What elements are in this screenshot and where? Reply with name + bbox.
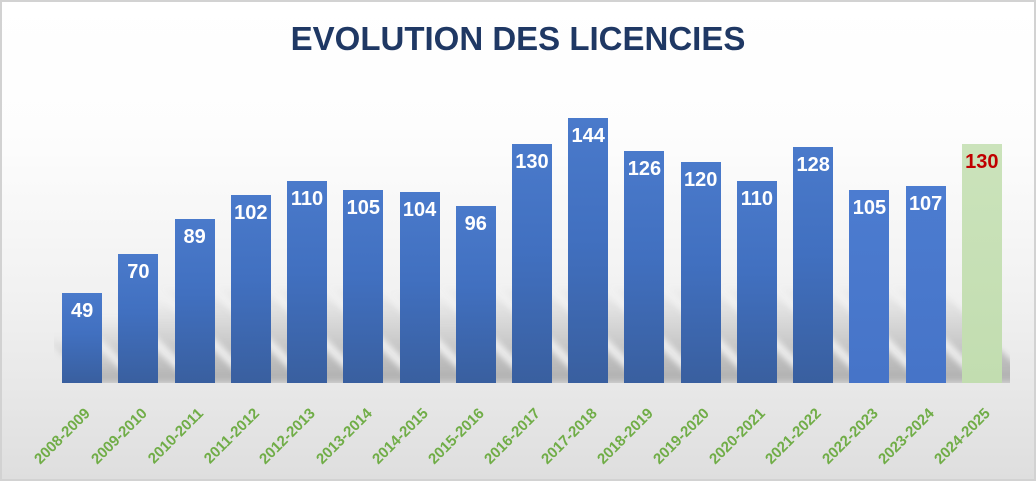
bar-value-label: 120 xyxy=(684,169,718,192)
bar-value-label: 96 xyxy=(464,213,487,236)
x-label-slot: 2016-2017 xyxy=(481,383,560,483)
bar-value-label: 89 xyxy=(183,226,206,249)
bar-value-label: 104 xyxy=(402,198,437,221)
bar-value-label: 102 xyxy=(234,202,268,225)
bar-slot: 102 xyxy=(164,2,303,383)
bar-value-label: 70 xyxy=(127,261,150,284)
x-label-slot: 2022-2023 xyxy=(819,383,897,483)
bar-slot: 96 xyxy=(395,2,528,383)
bar-value-label: 128 xyxy=(796,154,830,177)
x-label-slot: 2013-2014 xyxy=(313,383,391,483)
bar-2008-2009: 49 xyxy=(62,292,103,383)
bar-value-label: 130 xyxy=(965,150,999,173)
bar-value-label: 144 xyxy=(571,125,605,148)
x-label-slot: 2019-2020 xyxy=(650,383,729,483)
bar-2024-2025: 130 xyxy=(961,143,1002,383)
x-label-slot: 2010-2011 xyxy=(144,383,222,483)
x-label-slot: 2018-2019 xyxy=(594,383,672,483)
bar-2012-2013: 110 xyxy=(287,180,328,383)
bar-slot: 105 xyxy=(276,2,416,383)
bar-2017-2018: 144 xyxy=(568,118,609,383)
x-label-slot: 2024-2025 xyxy=(931,383,1010,483)
bar-slot: 130 xyxy=(894,2,1010,383)
x-label-slot: 2008-2009 xyxy=(31,383,110,483)
bar-slot: 128 xyxy=(726,2,866,383)
x-label-slot: 2021-2022 xyxy=(762,383,841,483)
bar-slot: 144 xyxy=(501,2,641,383)
bar-value-label: 110 xyxy=(290,187,324,210)
bar-2011-2012: 102 xyxy=(230,195,271,383)
bar-2009-2010: 70 xyxy=(118,254,159,383)
bar-value-label: 130 xyxy=(515,150,549,173)
bar-slot: 130 xyxy=(444,2,584,383)
bar-2019-2020: 120 xyxy=(680,162,721,383)
bar-2018-2019: 126 xyxy=(624,151,665,383)
bar-2021-2022: 128 xyxy=(793,147,834,383)
plot-area: 49 70 89 102 110 105 104 96 130 144 126 120 110 128 10… xyxy=(54,2,1010,383)
x-label-slot: 2012-2013 xyxy=(256,383,335,483)
bar-2014-2015: 104 xyxy=(399,191,440,383)
bar-slot: 104 xyxy=(332,2,472,383)
x-axis-labels: 2008-2009 2009-2010 2010-2011 2011-2012 2012… xyxy=(31,383,1010,483)
x-label-slot: 2015-2016 xyxy=(425,383,504,483)
bar-value-label: 105 xyxy=(346,196,380,219)
bar-slot: 49 xyxy=(54,2,135,383)
bar-slot: 89 xyxy=(120,2,247,383)
x-label-slot: 2009-2010 xyxy=(88,383,166,483)
bar-slot: 126 xyxy=(557,2,697,383)
bar-slot: 70 xyxy=(81,2,191,383)
bar-slot: 120 xyxy=(613,2,753,383)
bar-2023-2024: 107 xyxy=(905,186,946,383)
x-label-slot: 2014-2015 xyxy=(369,383,447,483)
x-label-slot: 2020-2021 xyxy=(706,383,785,483)
bar-value-label: 105 xyxy=(852,196,887,219)
x-label-slot: 2011-2012 xyxy=(201,383,279,483)
bar-2010-2011: 89 xyxy=(174,219,215,383)
bar-slot: 110 xyxy=(669,2,809,383)
bar-2015-2016: 96 xyxy=(455,206,496,383)
x-label-slot: 2023-2024 xyxy=(875,383,954,483)
x-label-slot: 2017-2018 xyxy=(538,383,616,483)
bar-2020-2021: 110 xyxy=(736,180,777,383)
bar-2016-2017: 130 xyxy=(511,143,552,383)
bar-slot: 105 xyxy=(782,2,922,383)
bar-slot: 107 xyxy=(838,2,978,383)
x-axis-label: 2008-2009 xyxy=(31,405,95,468)
chart-title: EVOLUTION DES LICENCIES xyxy=(290,20,746,57)
bar-value-label: 126 xyxy=(627,158,662,181)
bar-value-label: 107 xyxy=(908,193,943,216)
bar-slot: 110 xyxy=(220,2,360,383)
bar-value-label: 110 xyxy=(740,187,774,210)
bar-2013-2014: 105 xyxy=(343,189,384,383)
bar-value-label: 49 xyxy=(70,299,94,322)
bar-2022-2023: 105 xyxy=(849,189,890,383)
